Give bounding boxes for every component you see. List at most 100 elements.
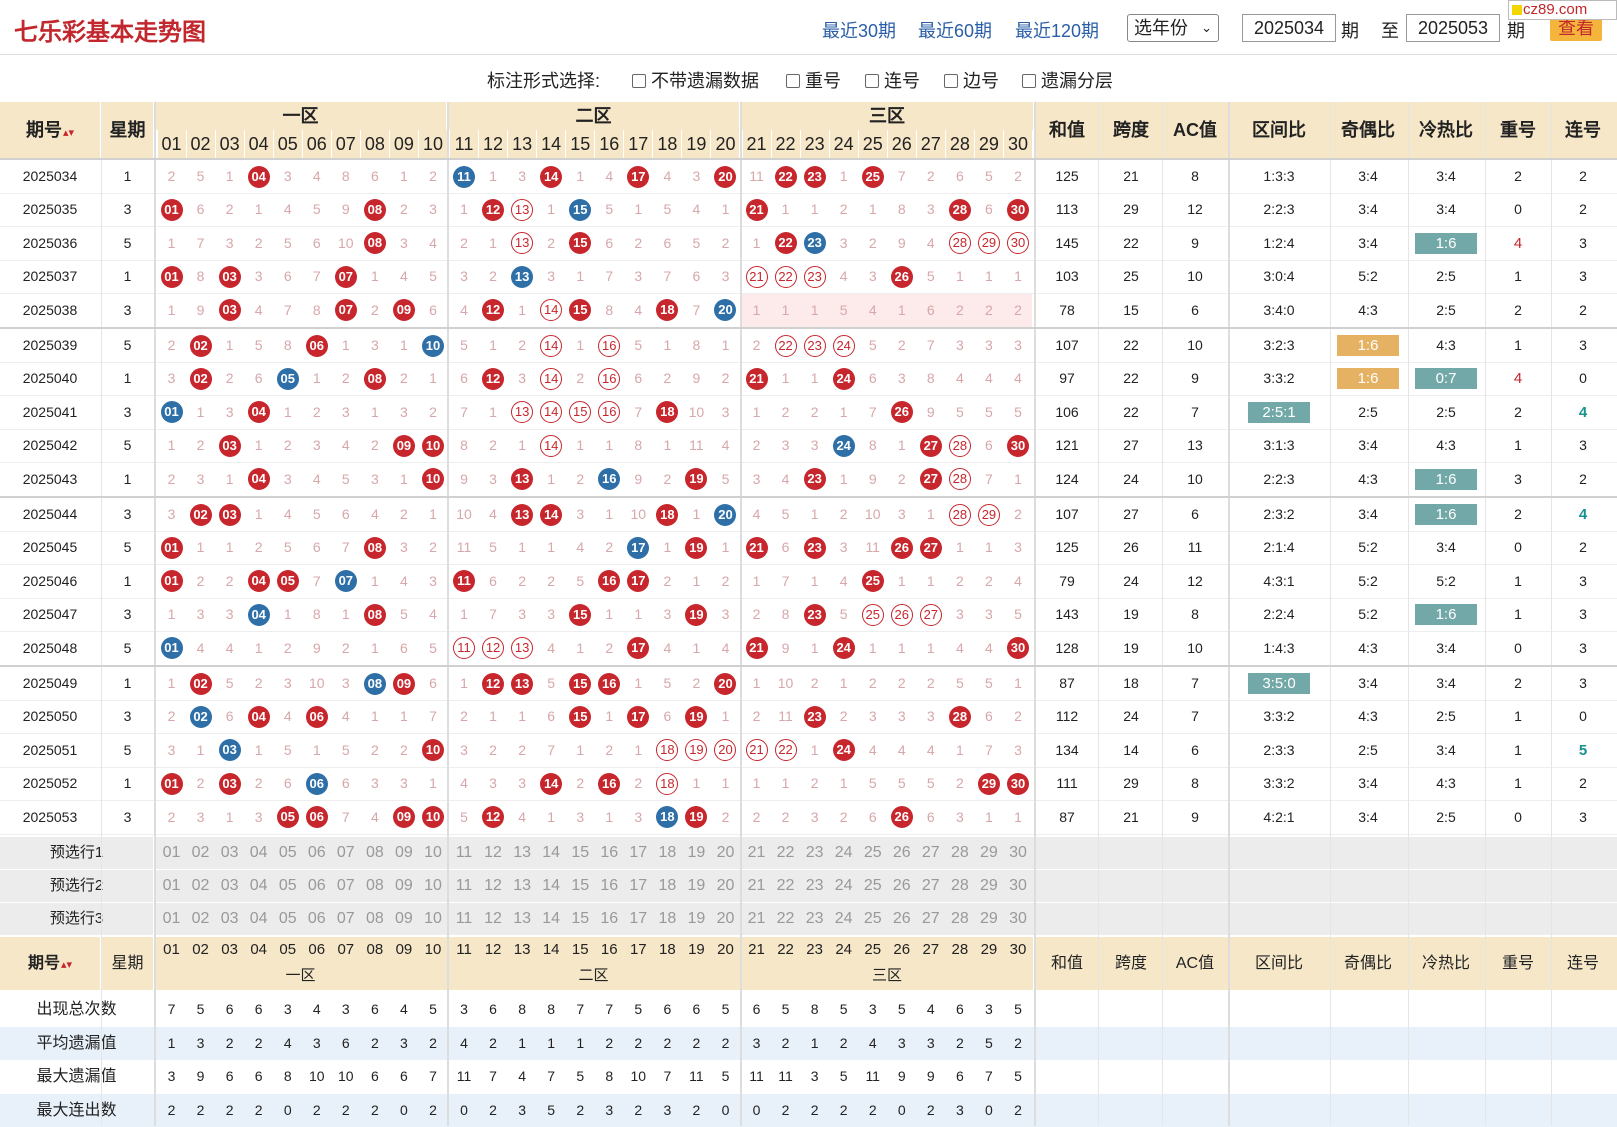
preselect-number[interactable]: 10 (424, 844, 442, 861)
recent-60-link[interactable]: 最近60期 (918, 21, 993, 41)
preselect-number[interactable]: 28 (950, 910, 969, 927)
preselect-number[interactable]: 22 (776, 877, 795, 894)
preselect-number[interactable]: 26 (892, 844, 911, 861)
preselect-number[interactable]: 23 (805, 910, 824, 927)
preselect-number[interactable]: 23 (805, 877, 824, 894)
preselect-number[interactable]: 29 (980, 844, 998, 861)
preselect-number[interactable]: 15 (571, 844, 590, 861)
preselect-number[interactable]: 07 (336, 877, 355, 894)
preselect-number[interactable]: 08 (365, 844, 384, 861)
preselect-number[interactable]: 22 (776, 910, 795, 927)
preselect-number[interactable]: 04 (249, 877, 268, 894)
preselect-number[interactable]: 14 (542, 844, 561, 861)
preselect-number[interactable]: 20 (716, 844, 735, 861)
preselect-number[interactable]: 18 (658, 910, 677, 927)
preselect-number[interactable]: 21 (747, 877, 766, 894)
checkbox-icon[interactable] (944, 74, 958, 88)
preselect-number[interactable]: 17 (629, 910, 648, 927)
recent-30-link[interactable]: 最近30期 (822, 21, 897, 41)
preselect-number[interactable]: 06 (307, 910, 326, 927)
preselect-number[interactable]: 05 (278, 877, 297, 894)
preselect-number[interactable]: 23 (805, 844, 824, 861)
preselect-number[interactable]: 12 (484, 844, 502, 861)
preselect-number[interactable]: 01 (162, 877, 181, 894)
from-period-input[interactable]: 2025034 (1242, 14, 1336, 42)
view-button[interactable]: 查看 (1550, 16, 1602, 41)
preselect-number[interactable]: 29 (980, 877, 998, 894)
preselect-number[interactable]: 09 (395, 910, 413, 927)
preselect-number[interactable]: 25 (863, 910, 882, 927)
preselect-number[interactable]: 25 (863, 844, 882, 861)
preselect-number[interactable]: 12 (484, 910, 502, 927)
preselect-number[interactable]: 13 (513, 844, 532, 861)
preselect-number[interactable]: 19 (687, 877, 706, 894)
option-missing-layer[interactable]: 遗漏分层 (1022, 67, 1113, 93)
checkbox-icon[interactable] (632, 74, 646, 88)
preselect-number[interactable]: 07 (336, 844, 355, 861)
preselect-number[interactable]: 04 (249, 910, 268, 927)
sort-icon[interactable]: ▴▾ (60, 959, 73, 971)
preselect-number[interactable]: 03 (220, 877, 239, 894)
option-no-missing[interactable]: 不带遗漏数据 (632, 67, 759, 93)
preselect-number[interactable]: 02 (191, 910, 210, 927)
preselect-number[interactable]: 24 (834, 910, 853, 927)
checkbox-icon[interactable] (786, 74, 800, 88)
preselect-number[interactable]: 12 (484, 877, 502, 894)
preselect-number[interactable]: 16 (600, 844, 619, 861)
to-period-input[interactable]: 2025053 (1406, 14, 1500, 42)
preselect-number[interactable]: 17 (629, 844, 648, 861)
preselect-number[interactable]: 04 (249, 844, 268, 861)
preselect-number[interactable]: 21 (747, 844, 766, 861)
preselect-number[interactable]: 26 (892, 877, 911, 894)
preselect-number[interactable]: 14 (542, 910, 561, 927)
preselect-number[interactable]: 09 (395, 877, 413, 894)
preselect-number[interactable]: 15 (571, 877, 590, 894)
preselect-number[interactable]: 05 (278, 844, 297, 861)
preselect-number[interactable]: 11 (455, 877, 473, 894)
preselect-number[interactable]: 02 (191, 877, 210, 894)
year-select[interactable]: 选年份 ⌄ (1127, 14, 1219, 42)
preselect-number[interactable]: 10 (424, 910, 442, 927)
footer-header-period[interactable]: 期号▴▾ (0, 937, 100, 990)
preselect-number[interactable]: 10 (424, 877, 442, 894)
preselect-number[interactable]: 09 (395, 844, 413, 861)
preselect-number[interactable]: 30 (1009, 844, 1027, 861)
preselect-number[interactable]: 25 (863, 877, 882, 894)
preselect-number[interactable]: 08 (365, 877, 384, 894)
preselect-number[interactable]: 01 (162, 910, 181, 927)
preselect-number[interactable]: 01 (162, 844, 181, 861)
preselect-number[interactable]: 28 (950, 844, 969, 861)
preselect-number[interactable]: 28 (950, 877, 969, 894)
preselect-number[interactable]: 20 (716, 910, 735, 927)
preselect-number[interactable]: 06 (307, 877, 326, 894)
option-consecutive[interactable]: 连号 (865, 67, 920, 93)
preselect-number[interactable]: 18 (658, 844, 677, 861)
option-repeat[interactable]: 重号 (786, 67, 841, 93)
preselect-number[interactable]: 11 (455, 910, 473, 927)
preselect-number[interactable]: 30 (1009, 877, 1027, 894)
preselect-number[interactable]: 05 (278, 910, 297, 927)
preselect-number[interactable]: 16 (600, 877, 619, 894)
preselect-number[interactable]: 03 (220, 844, 239, 861)
preselect-number[interactable]: 30 (1009, 910, 1027, 927)
preselect-number[interactable]: 11 (455, 844, 473, 861)
recent-120-link[interactable]: 最近120期 (1015, 21, 1100, 41)
preselect-number[interactable]: 14 (542, 877, 561, 894)
preselect-number[interactable]: 27 (921, 877, 940, 894)
preselect-number[interactable]: 19 (687, 844, 706, 861)
preselect-number[interactable]: 15 (571, 910, 590, 927)
preselect-number[interactable]: 22 (776, 844, 795, 861)
preselect-number[interactable]: 02 (191, 844, 210, 861)
preselect-number[interactable]: 26 (892, 910, 911, 927)
preselect-number[interactable]: 08 (365, 910, 384, 927)
preselect-number[interactable]: 21 (747, 910, 766, 927)
preselect-number[interactable]: 27 (921, 910, 940, 927)
preselect-number[interactable]: 29 (980, 910, 998, 927)
checkbox-icon[interactable] (865, 74, 879, 88)
preselect-number[interactable]: 17 (629, 877, 648, 894)
preselect-number[interactable]: 27 (921, 844, 940, 861)
preselect-number[interactable]: 06 (307, 844, 326, 861)
preselect-number[interactable]: 13 (513, 877, 532, 894)
sort-icon[interactable]: ▴▾ (62, 127, 75, 139)
preselect-number[interactable]: 18 (658, 877, 677, 894)
